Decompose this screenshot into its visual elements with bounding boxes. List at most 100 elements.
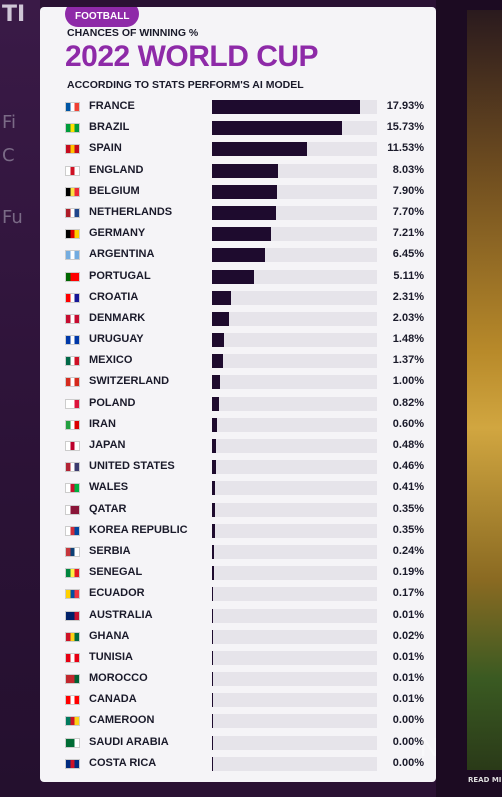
flag-icon — [65, 610, 80, 621]
flag-icon — [65, 144, 80, 155]
bar-track — [212, 205, 377, 220]
data-label: 0.00% — [392, 714, 424, 727]
data-label: 0.41% — [392, 481, 424, 494]
chart-row: CANADA 0.01% — [40, 690, 436, 711]
background-text-fragment: C — [2, 145, 15, 166]
bar — [212, 311, 229, 326]
bar-track — [212, 396, 377, 411]
bar-track — [212, 100, 377, 114]
category-badge[interactable]: FOOTBALL — [65, 7, 140, 27]
flag-icon — [65, 758, 80, 769]
bar — [212, 142, 308, 157]
world-cup-photo[interactable] — [467, 10, 502, 770]
bar-track — [212, 121, 377, 136]
data-label: 7.70% — [392, 205, 424, 218]
flag-icon — [65, 250, 80, 261]
bar — [212, 269, 255, 284]
chart-row: POLAND 0.82% — [40, 394, 436, 415]
flag-icon — [65, 737, 80, 748]
bar — [212, 544, 214, 559]
chart-row: COSTA RICA 0.00% — [40, 754, 436, 775]
bar-track — [212, 460, 377, 475]
bar-track — [212, 163, 377, 178]
flag-icon — [65, 186, 80, 197]
category-label: SWITZERLAND — [89, 375, 170, 388]
data-label: 11.53% — [387, 142, 424, 155]
bar-track — [212, 608, 377, 623]
category-label: CANADA — [89, 693, 137, 706]
bar — [212, 608, 213, 623]
bar-track — [212, 650, 377, 665]
data-label: 0.19% — [392, 566, 424, 579]
background-left: TI Fi C Fu — [0, 0, 40, 797]
category-label: BELGIUM — [89, 184, 140, 197]
bar — [212, 375, 221, 390]
data-label: 0.35% — [392, 523, 424, 536]
data-label: 0.01% — [392, 608, 424, 621]
data-label: 6.45% — [392, 248, 424, 261]
bar — [212, 439, 216, 453]
flag-icon — [65, 398, 80, 409]
category-label: UNITED STATES — [89, 460, 175, 473]
flag-icon — [65, 716, 80, 727]
bar-track — [212, 523, 377, 538]
bar-track — [212, 311, 377, 326]
bar — [212, 672, 213, 687]
chart-source-note: ACCORDING TO STATS PERFORM'S AI MODEL — [67, 79, 304, 91]
category-label: ARGENTINA — [89, 248, 155, 261]
category-label: ECUADOR — [89, 587, 145, 600]
data-label: 0.46% — [392, 460, 424, 473]
chart-row: NETHERLANDS 7.70% — [40, 203, 436, 224]
read-more-link[interactable]: READ MI — [468, 776, 502, 784]
bar — [212, 650, 213, 665]
background-text-fragment: TI — [2, 2, 26, 27]
bar — [212, 163, 279, 178]
chart-row: CROATIA 2.31% — [40, 288, 436, 309]
data-label: 8.03% — [392, 163, 424, 176]
chart-row: GERMANY 7.21% — [40, 224, 436, 245]
bar — [212, 333, 225, 348]
flag-icon — [65, 313, 80, 324]
bar — [212, 227, 272, 242]
flag-icon — [65, 207, 80, 218]
chart-row: IRAN 0.60% — [40, 415, 436, 436]
flag-icon — [65, 377, 80, 388]
chart-row: JAPAN 0.48% — [40, 436, 436, 457]
bar — [212, 523, 215, 538]
data-label: 0.00% — [392, 735, 424, 748]
category-label: DENMARK — [89, 311, 146, 324]
bar — [212, 354, 224, 369]
chart-row: MOROCCO 0.01% — [40, 669, 436, 690]
category-label: URUGUAY — [89, 333, 144, 346]
category-label: POLAND — [89, 396, 136, 409]
data-label: 0.24% — [392, 544, 424, 557]
category-label: KOREA REPUBLIC — [89, 523, 188, 536]
bar — [212, 756, 213, 771]
data-label: 0.17% — [392, 587, 424, 600]
flag-icon — [65, 441, 80, 451]
bar — [212, 396, 219, 411]
category-label: SAUDI ARABIA — [89, 735, 169, 748]
bar — [212, 460, 216, 475]
category-label: SPAIN — [89, 142, 122, 155]
chart-row: TUNISIA 0.01% — [40, 648, 436, 669]
bar-track — [212, 227, 377, 242]
data-label: 0.48% — [392, 439, 424, 451]
flag-icon — [65, 695, 80, 706]
bar — [212, 290, 232, 305]
data-label: 1.37% — [392, 354, 424, 367]
bar-track — [212, 756, 377, 771]
bar — [212, 714, 213, 729]
category-label: CROATIA — [89, 290, 139, 303]
category-label: SENEGAL — [89, 566, 143, 579]
flag-icon — [65, 419, 80, 430]
flag-icon — [65, 631, 80, 642]
watermark-logo: NEWS — [420, 732, 436, 762]
flag-icon — [65, 229, 80, 240]
bar-track — [212, 290, 377, 305]
data-label: 0.01% — [392, 672, 424, 685]
flag-icon — [65, 546, 80, 557]
bar — [212, 184, 278, 199]
bar-track — [212, 375, 377, 390]
bar — [212, 587, 214, 602]
